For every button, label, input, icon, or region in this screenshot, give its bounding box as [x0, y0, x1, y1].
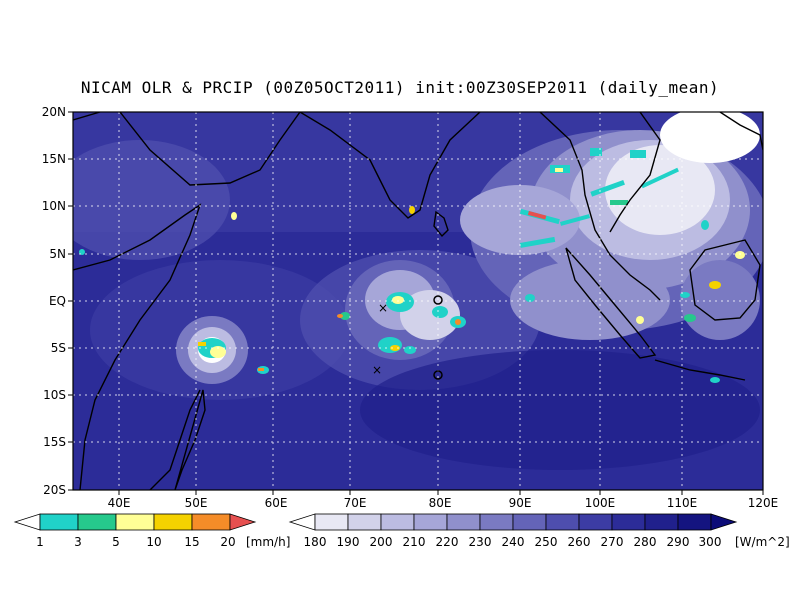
precip-tick-label: 15 — [184, 535, 199, 549]
lon-label: 120E — [748, 496, 779, 510]
lat-label: 10S — [43, 388, 66, 402]
precip-tick-label: 20 — [220, 535, 235, 549]
coastlines — [73, 112, 763, 490]
olr-bar-segment — [479, 513, 514, 531]
lon-label: 70E — [344, 496, 367, 510]
lon-label: 60E — [265, 496, 288, 510]
olr-tick-label: 200 — [370, 535, 393, 549]
olr-tick-label: 230 — [469, 535, 492, 549]
grid-lines — [73, 112, 763, 490]
olr-colorbar: 180 190 200 210 220 230 240 250 260 270 … — [288, 513, 790, 549]
lon-label: 110E — [667, 496, 698, 510]
lat-label: 15S — [43, 435, 66, 449]
precip-bar-segment — [39, 513, 79, 531]
lat-label: 20S — [43, 483, 66, 497]
olr-bar-segment — [611, 513, 646, 531]
olr-tick-label: 260 — [568, 535, 591, 549]
lat-label: 20N — [42, 105, 66, 119]
olr-tick-label: 220 — [436, 535, 459, 549]
precip-bar-segment — [77, 513, 117, 531]
olr-bar-segment — [545, 513, 580, 531]
lat-label: 10N — [42, 199, 66, 213]
lon-label: 50E — [185, 496, 208, 510]
marker-x-2: × — [372, 363, 382, 377]
precip-bar-segment — [153, 513, 193, 531]
lon-label: 40E — [108, 496, 131, 510]
olr-bar-arrow-right — [710, 513, 738, 531]
olr-tick-label: 210 — [403, 535, 426, 549]
olr-unit: [W/m^2] — [735, 535, 790, 549]
olr-bar-segment — [314, 513, 349, 531]
olr-tick-label: 240 — [502, 535, 525, 549]
precip-bar-segment — [115, 513, 155, 531]
olr-bar-segment — [578, 513, 613, 531]
lat-label: EQ — [49, 294, 66, 308]
precip-colorbar: 1 3 5 10 15 20 [mm/h] — [13, 513, 290, 549]
marker-x-1: × — [378, 301, 388, 315]
precip-bar-arrow-right — [229, 513, 257, 531]
lon-label: 100E — [585, 496, 616, 510]
precip-tick-label: 5 — [112, 535, 120, 549]
lat-axis: 20N 15N 10N 5N EQ 5S 10S 15S 20S — [42, 105, 66, 497]
precip-bar-segment — [191, 513, 231, 531]
olr-bar-segment — [413, 513, 448, 531]
olr-bar-segment — [677, 513, 712, 531]
lat-label: 5N — [49, 247, 66, 261]
lat-label: 15N — [42, 152, 66, 166]
tick-marks — [68, 111, 764, 495]
lon-label: 80E — [429, 496, 452, 510]
olr-tick-label: 300 — [699, 535, 722, 549]
lon-axis: 40E 50E 60E 70E 80E 90E 100E 110E 120E — [108, 496, 779, 510]
precip-unit: [mm/h] — [246, 535, 290, 549]
precip-tick-label: 10 — [146, 535, 161, 549]
olr-tick-label: 280 — [634, 535, 657, 549]
marker-circle-1 — [433, 295, 443, 305]
olr-bar-arrow-left — [288, 513, 316, 531]
markers: × × — [372, 295, 443, 380]
olr-bar-segment — [380, 513, 415, 531]
lon-label: 90E — [509, 496, 532, 510]
precip-bar-arrow-left — [13, 513, 41, 531]
olr-tick-label: 250 — [535, 535, 558, 549]
olr-tick-label: 180 — [304, 535, 327, 549]
lat-label: 5S — [51, 341, 66, 355]
olr-tick-label: 190 — [337, 535, 360, 549]
map-title: NICAM OLR & PRCIP (00Z05OCT2011) init:00… — [80, 78, 720, 97]
marker-circle-2 — [433, 370, 443, 380]
precip-tick-label: 3 — [74, 535, 82, 549]
olr-bar-segment — [644, 513, 679, 531]
olr-bar-segment — [347, 513, 382, 531]
olr-bar-segment — [512, 513, 547, 531]
olr-tick-label: 290 — [667, 535, 690, 549]
olr-bar-segment — [446, 513, 481, 531]
precip-tick-label: 1 — [36, 535, 44, 549]
olr-tick-label: 270 — [601, 535, 624, 549]
